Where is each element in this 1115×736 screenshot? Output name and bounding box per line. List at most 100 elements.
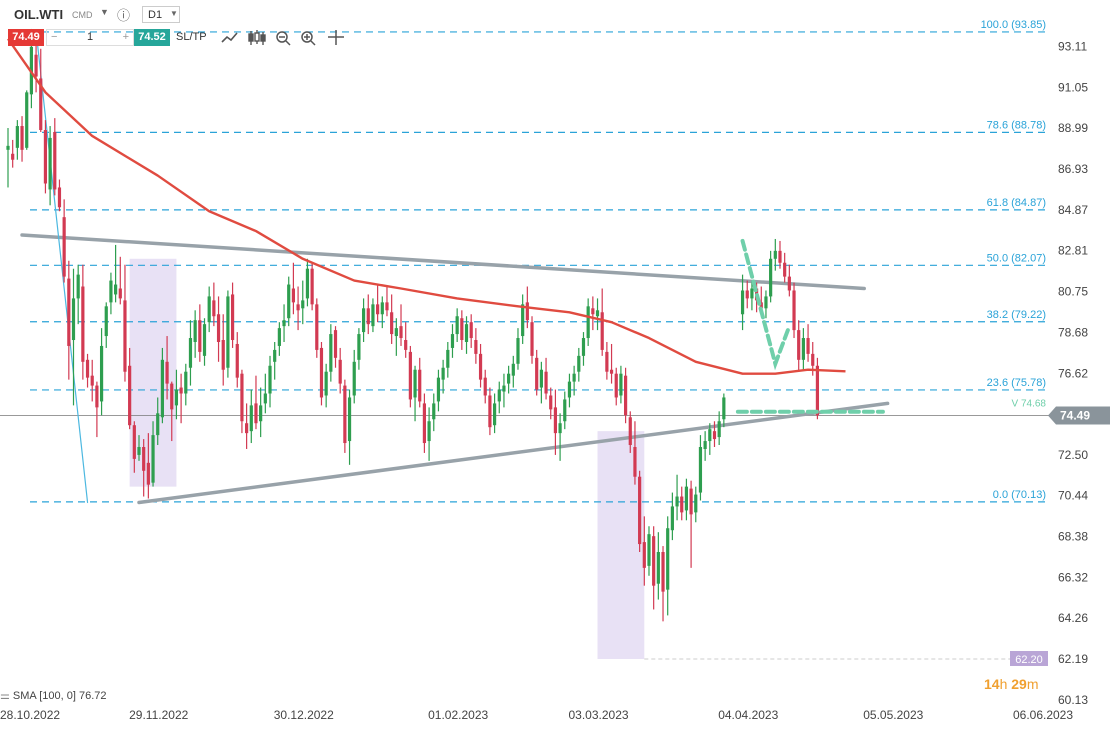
candle-body [436, 377, 441, 402]
toolbar: OIL.WTI CMD ▼ ⓘ D1 ▼ 74.49 − 1 + 74.52 S… [0, 0, 380, 52]
candle-body [240, 373, 244, 422]
candle [469, 314, 473, 348]
candle [62, 199, 66, 283]
indicator-legend[interactable]: ⚌ SMA [100, 0] 76.72 [0, 689, 107, 702]
candle-body [759, 302, 763, 309]
candle [174, 369, 179, 420]
candle [703, 431, 707, 461]
minus-button[interactable]: − [51, 31, 58, 43]
candle [216, 296, 221, 362]
candle-body [151, 435, 155, 483]
candle-body [661, 552, 665, 592]
y-tick-label: 62.19 [1058, 652, 1088, 666]
candle-body [502, 385, 506, 392]
candle-body [25, 92, 29, 148]
x-tick-label: 30.12.2022 [274, 708, 334, 722]
sell-price-button[interactable]: 74.49 [8, 29, 44, 46]
candle-body [797, 330, 801, 360]
candle [595, 298, 600, 331]
trendline [137, 401, 890, 505]
candle [268, 355, 272, 408]
timeframe-select[interactable]: D1 [142, 6, 180, 23]
candle [301, 280, 305, 325]
candle [15, 120, 19, 160]
candle [104, 302, 108, 348]
plus-button[interactable]: + [122, 31, 129, 43]
y-axis: 93.11 91.05 88.99 86.93 84.87 82.81 80.75 78.68… [1010, 40, 1110, 707]
candle-body [418, 369, 422, 402]
candle [132, 421, 136, 473]
candle [48, 126, 52, 206]
candle-body [698, 446, 703, 493]
quantity-input[interactable]: − 1 + [46, 29, 134, 46]
trendlines [20, 30, 890, 505]
candle-body [806, 338, 810, 354]
candle-body [638, 476, 642, 545]
candle-body [507, 373, 511, 384]
y-tick-label: 60.13 [1058, 693, 1088, 707]
symbol-label[interactable]: OIL.WTI [14, 7, 64, 22]
candle-body [76, 274, 80, 299]
fib-level-label: 23.6 (75.78) [987, 377, 1046, 389]
crosshair-icon[interactable] [328, 30, 344, 45]
info-icon[interactable]: ⓘ [117, 8, 131, 23]
candle-body [689, 488, 693, 515]
candle [399, 304, 403, 346]
candle-body [469, 322, 473, 339]
candle [553, 389, 558, 455]
candle [623, 367, 628, 424]
candle [282, 304, 286, 342]
candle-body [567, 381, 572, 398]
y-tick-label: 88.99 [1058, 121, 1088, 135]
candle [661, 546, 665, 622]
candle-body [623, 375, 628, 416]
candle-body [268, 365, 272, 394]
fib-level-label: 0.0 (70.13) [993, 489, 1046, 501]
candle [109, 272, 113, 315]
y-tick-label: 78.68 [1058, 325, 1088, 339]
candle [586, 298, 590, 346]
candle-body [338, 359, 342, 384]
zoom-in-icon[interactable] [301, 31, 316, 46]
candle-body [684, 486, 689, 511]
candle [151, 421, 155, 487]
chevron-down-icon[interactable]: ▼ [100, 7, 109, 17]
candle [539, 361, 543, 404]
y-tick-label: 86.93 [1058, 162, 1088, 176]
sliders-icon[interactable]: ⚌ [0, 690, 13, 702]
sltp-button[interactable]: SL/TP [176, 31, 207, 43]
candle-body [558, 423, 562, 434]
candle [25, 90, 29, 150]
candle-body [301, 300, 305, 309]
candle [689, 480, 693, 568]
candle [6, 128, 10, 188]
buy-price-button[interactable]: 74.52 [134, 29, 170, 46]
candle-body [778, 250, 782, 263]
candle-body [488, 395, 492, 428]
candle-body [81, 286, 85, 362]
timeframe-chevron-icon[interactable]: ▼ [170, 9, 178, 18]
candle [638, 470, 642, 553]
candle-body [188, 338, 193, 368]
countdown-minutes: 29 [1011, 676, 1027, 692]
candle [347, 389, 352, 465]
candle-body [170, 383, 174, 410]
zoom-out-icon[interactable] [276, 31, 291, 46]
y-tick-label: 72.50 [1058, 448, 1088, 462]
y-tick-label: 64.26 [1058, 611, 1088, 625]
candle [390, 294, 394, 344]
candle-body [385, 302, 389, 311]
candlestick-icon[interactable] [248, 30, 266, 45]
candle-body [769, 258, 773, 297]
candle-body [156, 413, 160, 436]
line-chart-icon[interactable] [221, 32, 238, 43]
countdown-h-unit: h [999, 676, 1008, 692]
candle-body [254, 403, 258, 424]
candle-body [422, 403, 427, 444]
candle [502, 373, 506, 408]
candle-body [216, 314, 221, 342]
candle-body [413, 369, 417, 398]
candle [146, 433, 150, 499]
candle-body [71, 298, 76, 341]
